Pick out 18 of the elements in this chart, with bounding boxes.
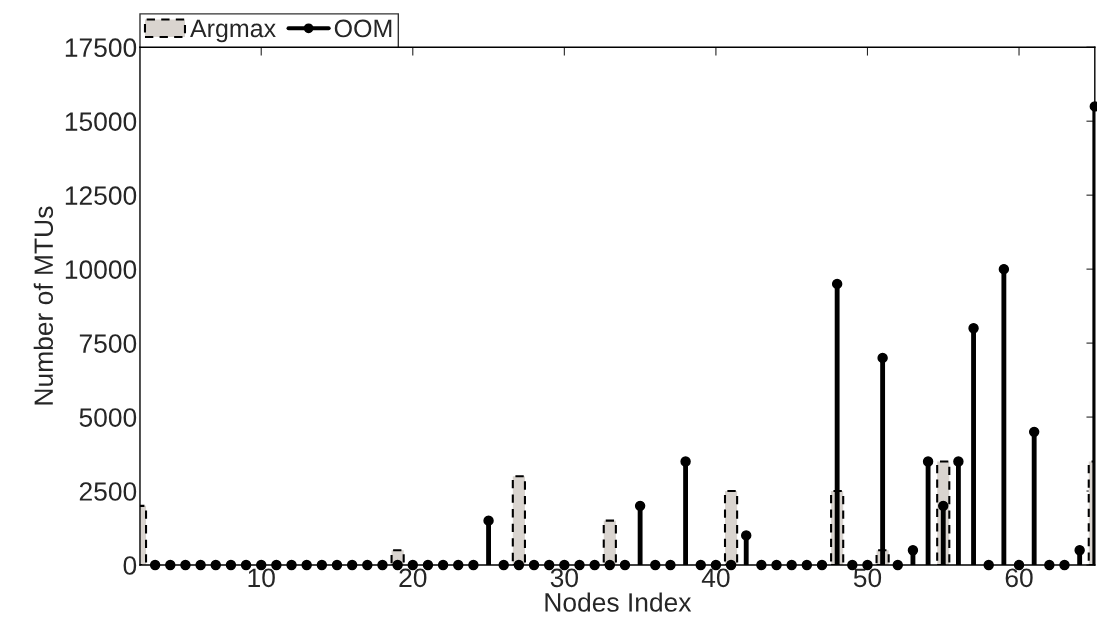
x-tick-label: 10 (248, 568, 275, 588)
y-tick-label: 0 (123, 556, 137, 575)
y-tick-label: 15000 (65, 112, 137, 132)
y-tick-label: 5000 (79, 408, 137, 427)
legend-label: OOM (334, 19, 392, 38)
x-tick-label: 60 (1005, 568, 1033, 588)
y-tick-label: 7500 (79, 334, 137, 353)
legend-label: Argmax (190, 19, 276, 43)
y-tick-label: 10000 (65, 260, 137, 279)
x-tick-label: 20 (399, 568, 427, 588)
y-tick-label: 17500 (65, 38, 137, 58)
y-tick-label: 2500 (79, 482, 137, 501)
x-tick-label: 40 (701, 568, 730, 588)
x-axis-title: Nodes Index (545, 592, 692, 612)
x-tick-label: 30 (550, 568, 578, 588)
x-tick-label: 50 (853, 568, 882, 588)
y-axis-title: Number of MTUs (33, 206, 54, 405)
y-tick-label: 12500 (65, 186, 137, 205)
